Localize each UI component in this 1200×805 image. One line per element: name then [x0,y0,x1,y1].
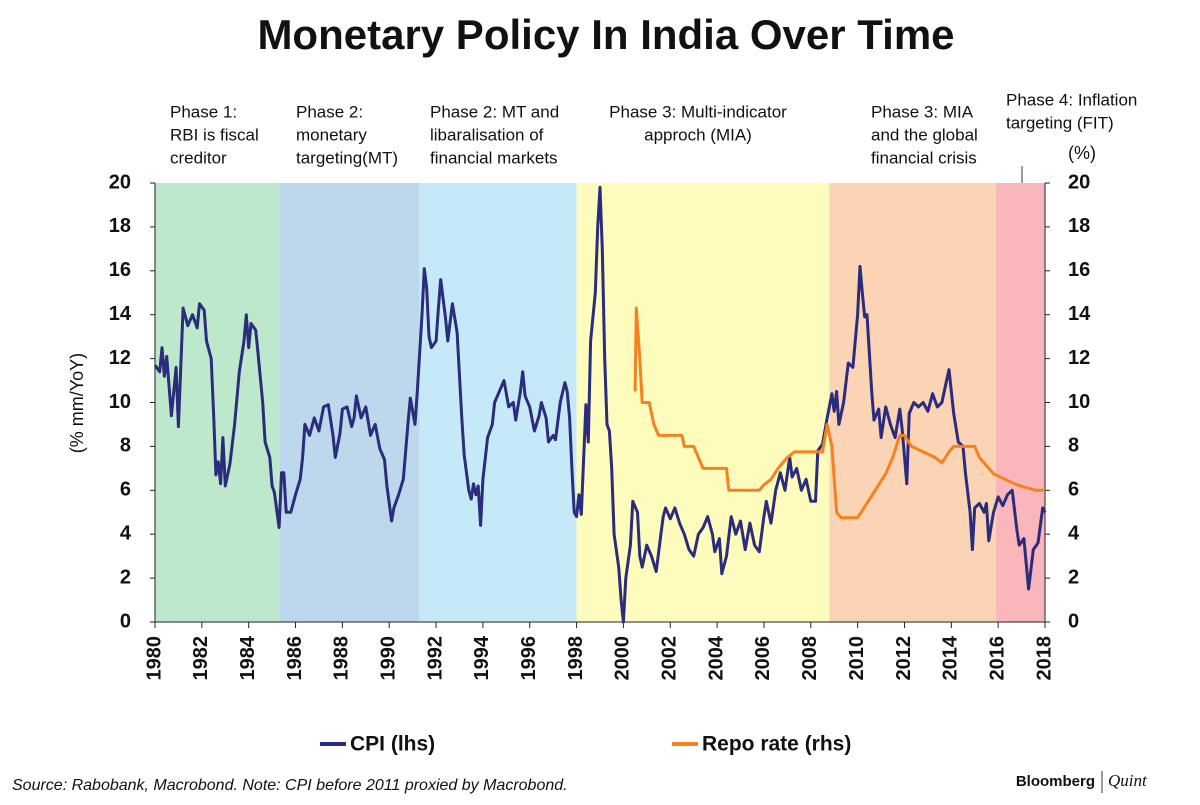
x-tick-label: 1980 [143,636,165,681]
phase-label: Phase 3: MIA [871,102,974,121]
y2-tick-label: 4 [1068,522,1080,544]
x-tick-label: 2010 [846,636,868,681]
phase-band [995,183,1045,622]
y-tick-label: 18 [109,215,131,237]
phase-label: approch (MIA) [644,125,752,144]
x-tick-label: 1984 [237,635,259,680]
x-tick-label: 2002 [659,636,681,681]
y2-tick-label: 14 [1068,303,1091,325]
phase-label: financial crisis [871,148,977,167]
y2-axis-label: (%) [1068,143,1096,163]
y2-tick-label: 12 [1068,347,1090,369]
y-tick-label: 12 [109,347,131,369]
brand-bloomberg: Bloomberg [1016,773,1095,790]
x-tick-label: 2006 [752,636,774,681]
x-tick-label: 1990 [377,636,399,681]
phase-band [419,183,577,622]
y-tick-label: 8 [120,435,131,457]
legend-label: CPI (lhs) [350,733,435,756]
series-line [153,185,1047,624]
phase-label: Phase 1: [170,102,237,121]
y2-tick-label: 16 [1068,259,1090,281]
y2-tick-label: 18 [1068,215,1090,237]
phase-label: monetary [296,125,367,144]
phase-label: financial markets [430,148,558,167]
x-tick-label: 2018 [1033,636,1055,681]
x-tick-label: 1998 [565,636,587,681]
y2-tick-label: 20 [1068,171,1090,193]
x-tick-label: 1994 [471,635,493,680]
phase-band [155,183,280,622]
brand-quint: Quint [1108,771,1148,790]
phase-label: and the global [871,125,978,144]
y2-tick-label: 6 [1068,479,1079,501]
y2-tick-label: 10 [1068,391,1090,413]
plot-background [155,183,1045,622]
y-tick-label: 0 [120,610,131,632]
x-tick-label: 2000 [612,636,634,681]
x-tick-label: 1996 [518,636,540,681]
x-tick-label: 2012 [893,636,915,681]
y2-tick-label: 2 [1068,566,1079,588]
y2-tick-label: 8 [1068,435,1079,457]
x-tick-label: 1986 [284,636,306,681]
y-tick-label: 10 [109,391,131,413]
legend-label: Repo rate (rhs) [702,733,851,756]
series-line [633,306,1045,520]
phase-label: creditor [170,148,227,167]
x-tick-label: 2014 [940,635,962,680]
y-tick-label: 14 [109,303,132,325]
phase-label: Phase 4: Inflation [1006,90,1137,109]
phase-label: libaralisation of [430,125,544,144]
phase-label: Phase 3: Multi-indicator [609,102,787,121]
y-tick-label: 4 [120,522,132,544]
phase-band [279,183,420,622]
y-tick-label: 20 [109,171,131,193]
phase-label: targeting(MT) [296,148,398,167]
phase-label: Phase 2: MT and [430,102,559,121]
phase-label: Phase 2: [296,102,363,121]
x-tick-label: 1992 [424,636,446,681]
phase-band [576,183,830,622]
y-tick-label: 6 [120,479,131,501]
phase-label: RBI is fiscal [170,125,259,144]
x-tick-label: 2004 [705,635,727,680]
y-axis-label: (% mm/YoY) [67,353,87,453]
x-tick-label: 2016 [986,636,1008,681]
x-tick-label: 1988 [331,636,353,681]
x-tick-label: 1982 [190,636,212,681]
chart-title: Monetary Policy In India Over Time [257,11,954,58]
x-tick-label: 2008 [799,636,821,681]
y-tick-label: 2 [120,566,131,588]
y2-tick-label: 0 [1068,610,1079,632]
source-note: Source: Rabobank, Macrobond. Note: CPI b… [12,777,568,794]
phase-label: targeting (FIT) [1006,113,1114,132]
y-tick-label: 16 [109,259,131,281]
